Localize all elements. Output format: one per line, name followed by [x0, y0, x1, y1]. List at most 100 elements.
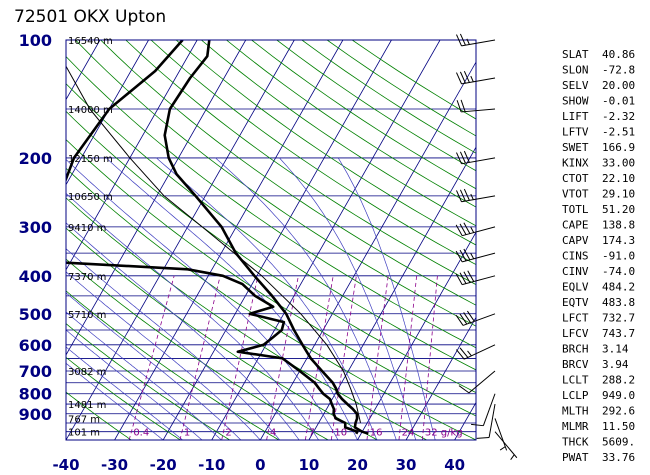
height-label: 101 m — [68, 428, 100, 439]
dry-adiabat-line — [66, 110, 476, 394]
mixing-ratio-label: 2 — [225, 428, 231, 439]
barb-staff — [461, 195, 496, 203]
isotherm-line — [66, 40, 247, 356]
index-value: -91.0 — [602, 250, 635, 263]
mixing-ratio-line — [221, 275, 259, 440]
wind-barb — [456, 99, 496, 113]
barb-full-feather — [463, 248, 471, 261]
moist-adiabat-line — [156, 157, 378, 440]
index-value: -74.0 — [602, 265, 635, 278]
height-label: 10650 m — [68, 192, 113, 203]
background-grid — [66, 40, 476, 440]
index-name: CTOT — [562, 172, 589, 185]
barb-staff — [461, 39, 496, 47]
index-name: TOTL — [562, 203, 589, 216]
index-name: CAPE — [562, 219, 589, 232]
mixing-ratio-line — [421, 275, 438, 440]
wind-barb — [471, 393, 496, 427]
stability-indices: SLAT 40.86 SLON -72.8 SELV 20.00 SHOW -0.01 LIFT… — [562, 48, 635, 464]
barb-full-feather — [459, 151, 466, 164]
barb-half-feather — [470, 226, 475, 233]
index-value: 949.0 — [602, 389, 635, 402]
height-label: 5710 m — [68, 310, 106, 321]
height-label: 14000 m — [68, 105, 113, 116]
index-name: SLAT — [562, 48, 589, 61]
barb-full-feather — [459, 313, 468, 325]
dry-adiabat-line — [66, 83, 476, 371]
wind-barb — [456, 188, 496, 203]
dry-adiabat-line — [75, 40, 476, 327]
barb-staff — [482, 393, 496, 426]
pressure-tick-label: 400 — [19, 267, 52, 286]
moist-adiabat-line — [66, 346, 183, 440]
index-name: SLON — [562, 64, 589, 77]
index-value: 11.50 — [602, 420, 635, 433]
dry-adiabat-line — [150, 40, 476, 266]
height-label: 12150 m — [68, 154, 113, 165]
dry-adiabat-line — [66, 258, 329, 440]
barb-full-feather — [463, 70, 470, 83]
barb-full-feather — [459, 272, 467, 284]
index-name: LFCT — [562, 312, 589, 325]
barb-full-feather — [460, 99, 466, 112]
barb-full-feather — [458, 385, 470, 394]
barb-full-feather — [467, 270, 475, 282]
barb-full-feather — [455, 224, 463, 236]
height-label: 3082 m — [68, 367, 106, 378]
index-name: SWET — [562, 141, 589, 154]
index-name: CAPV — [562, 234, 589, 247]
mixing-ratio-label: 16 — [370, 428, 383, 439]
mixing-ratio-label: 24 — [402, 428, 415, 439]
dry-adiabat-line — [66, 227, 378, 440]
pressure-tick-label: 500 — [19, 305, 52, 324]
index-name: BRCH — [562, 343, 589, 356]
temperature-tick-label: 30 — [396, 456, 417, 474]
moist-adiabat-line — [337, 157, 436, 440]
wind-barb — [456, 33, 496, 47]
barb-full-feather — [476, 437, 490, 439]
mixing-ratio-label: 32 g/kg — [425, 428, 463, 439]
pressure-tick-label: 100 — [19, 31, 52, 50]
moist-adiabat-line — [66, 158, 339, 440]
isotherm-line — [66, 40, 295, 440]
temperature-tick-label: 10 — [298, 456, 319, 474]
index-name: CINV — [562, 265, 589, 278]
barb-half-feather — [466, 38, 470, 45]
mixing-ratio-line — [128, 275, 175, 440]
mixing-ratio-label: 7 — [309, 428, 315, 439]
pressure-tick-label: 300 — [19, 218, 52, 237]
temperature-tick-label: -10 — [198, 456, 225, 474]
moist-adiabat-line — [66, 362, 164, 440]
dry-adiabat-line — [66, 391, 132, 440]
barb-half-feather — [499, 446, 506, 451]
barb-staff — [462, 275, 496, 286]
temperature-tick-label: -40 — [52, 456, 79, 474]
index-name: EQLV — [562, 281, 589, 294]
barb-full-feather — [459, 223, 467, 235]
index-value: 292.6 — [602, 405, 635, 418]
index-name: LIFT — [562, 110, 589, 123]
index-value: 288.2 — [602, 374, 635, 387]
mixing-ratio-line — [179, 275, 221, 440]
index-value: 138.8 — [602, 219, 635, 232]
index-name: LCLP — [562, 389, 589, 402]
pressure-tick-label: 600 — [19, 336, 52, 355]
barb-full-feather — [463, 222, 471, 234]
isotherm-line — [357, 231, 476, 440]
barb-half-feather — [510, 454, 515, 460]
wind-barb — [458, 370, 496, 394]
barb-half-feather — [470, 253, 475, 260]
barb-full-feather — [456, 34, 462, 47]
index-value: -2.51 — [602, 126, 635, 139]
barb-full-feather — [466, 310, 475, 322]
sounding-profiles — [66, 40, 369, 435]
index-value: 484.2 — [602, 281, 635, 294]
temperature-tick-label: -20 — [150, 456, 177, 474]
barb-full-feather — [459, 189, 466, 202]
temperature-tick-label: 20 — [347, 456, 368, 474]
index-value: 483.8 — [602, 296, 635, 309]
plot-frame — [65, 39, 477, 441]
index-value: 20.00 — [602, 79, 635, 92]
wind-barb — [455, 310, 496, 326]
barb-full-feather — [463, 271, 471, 283]
